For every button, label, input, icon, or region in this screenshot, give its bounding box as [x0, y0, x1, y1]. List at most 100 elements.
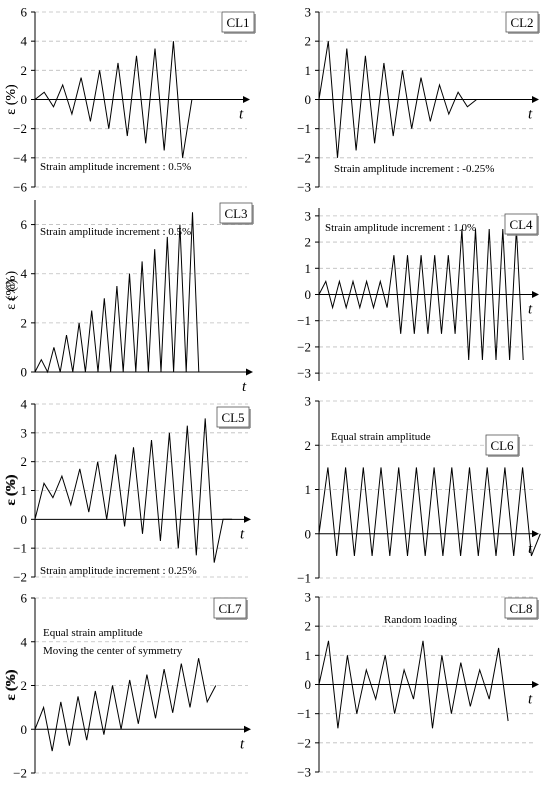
y-axis-label: ε (%) [4, 475, 19, 506]
y-tick-label: −4 [13, 150, 27, 165]
panel-tag-label: CL1 [226, 15, 249, 30]
y-tick-label: 3 [21, 425, 28, 440]
panel-tag-box [219, 202, 253, 224]
y-tick-label: −3 [297, 180, 311, 195]
x-axis-label: t [528, 107, 533, 123]
annotation: Strain amplitude increment : 0.25% [40, 565, 197, 577]
annotation: Random loading [384, 614, 458, 626]
y-tick-label: −6 [13, 180, 27, 195]
annotation: Moving the center of symmetry [43, 645, 183, 657]
y-tick-label: −3 [297, 765, 311, 780]
series-line [34, 212, 206, 374]
y-tick-label: 0 [21, 365, 28, 380]
y-tick-label: 6 [21, 5, 28, 20]
panel-tag-label: CL4 [509, 217, 533, 232]
y-tick-label: 0 [305, 287, 312, 302]
y-tick-label: −2 [297, 735, 311, 750]
y-tick-label: 1 [21, 483, 28, 498]
x-axis-arrow [244, 515, 251, 523]
panel-cl4: −3 −2 −1 0 1 2 3 t ε (%) CL4 Strain amplitude incr… [4, 208, 539, 381]
panel-tag-box [221, 11, 255, 33]
x-axis-arrow [532, 681, 539, 688]
y-tick-label: 0 [21, 512, 28, 527]
annotation: Strain amplitude increment : 0.5% [40, 226, 191, 238]
annotation: Strain amplitude increment : 0.5% [40, 161, 191, 173]
y-tick-label: 4 [21, 397, 28, 412]
panel-tag-box [216, 406, 250, 428]
y-tick-label: 2 [305, 34, 312, 49]
panel-tag-label: CL3 [224, 206, 247, 221]
panel-cl5: −2 −1 0 1 2 3 4 t ε (%) CL5 Strain amplitude incre… [4, 397, 251, 585]
panel-tag: CL5 [216, 406, 251, 429]
x-axis-arrow [246, 368, 253, 376]
series-line [34, 41, 220, 158]
x-axis-label: t [528, 692, 533, 708]
panel-tag: CL2 [505, 11, 540, 34]
panel-tag-box [485, 434, 519, 456]
y-tick-label: 3 [305, 590, 312, 605]
panel-tag: CL6 [485, 434, 520, 457]
y-tick-label: 3 [305, 5, 312, 20]
y-axis-label: ε (%) [4, 279, 19, 310]
y-axis-label: ε (%) [4, 670, 19, 701]
panel-tag-label: CL8 [509, 601, 532, 616]
y-axis-label: ε (%) [4, 474, 19, 505]
y-tick-label: −1 [297, 121, 311, 136]
y-tick-label: −1 [297, 706, 311, 721]
y-tick-label: 0 [305, 92, 312, 107]
annotation: Equal strain amplitude [43, 627, 143, 639]
panel-tag-label: CL6 [490, 438, 514, 453]
x-axis-arrow [532, 291, 539, 298]
panel-tag-label: CL5 [221, 410, 244, 425]
panel-tag-box [504, 597, 538, 619]
y-tick-label: 4 [21, 34, 28, 49]
panel-tag: CL3 [219, 202, 254, 225]
y-tick-label: 0 [305, 677, 312, 692]
y-tick-label: 2 [305, 438, 312, 453]
y-tick-label: −3 [297, 366, 311, 381]
y-tick-label: −1 [297, 571, 311, 586]
panel-tag: CL8 [504, 597, 539, 620]
panel-tag: CL1 [221, 11, 256, 34]
y-tick-label: 2 [21, 63, 28, 78]
y-tick-label: 1 [305, 482, 312, 497]
y-axis-label: ε (%) [4, 669, 19, 700]
y-tick-label: 4 [21, 634, 28, 649]
annotation: Strain amplitude increment : -0.25% [334, 163, 494, 175]
panel-cl8: −3 −2 −1 0 1 2 3 t ε (%) CL8 Random loading [4, 590, 539, 780]
series-line [318, 640, 509, 729]
y-tick-label: 2 [21, 678, 28, 693]
x-axis-label: t [240, 736, 245, 752]
annotation: Equal strain amplitude [331, 431, 431, 443]
panel-tag: CL4 [504, 213, 539, 236]
x-axis-label: t [240, 526, 245, 542]
panel-cl7: −2 0 2 4 6 t ε (%) CL7 Equal strain amplitude Mov… [4, 591, 251, 781]
series-line [318, 41, 477, 158]
y-tick-label: 0 [305, 526, 312, 541]
y-tick-label: 3 [305, 208, 312, 223]
panel-tag-box [505, 11, 539, 33]
series-line [34, 658, 217, 752]
series-line [34, 418, 233, 563]
panel-cl6: −1 0 1 2 3 t ε (%) CL6 Equal strain amplitude [4, 394, 541, 586]
y-tick-label: 3 [305, 394, 312, 409]
series-line [318, 467, 541, 557]
panel-tag-label: CL7 [218, 601, 242, 616]
panel-cl2: −3 −2 −1 0 1 2 3 t ε (%) CL2 Strain amplitude incr… [4, 5, 540, 195]
panel-tag-box [504, 213, 538, 235]
panel-cl1: −6 −4 −2 0 2 4 6 t ε (%) CL1 Strain amplitude incr… [4, 5, 256, 195]
x-axis-arrow [243, 96, 250, 103]
y-tick-label: 6 [21, 591, 28, 606]
panel-tag-label: CL2 [510, 15, 533, 30]
y-tick-label: 2 [305, 235, 312, 250]
y-tick-label: −2 [297, 339, 311, 354]
y-tick-label: 1 [305, 261, 312, 276]
series-line [318, 228, 524, 361]
y-axis-label: ε (%) [4, 84, 19, 115]
y-tick-label: −2 [13, 121, 27, 136]
y-tick-label: 1 [305, 648, 312, 663]
annotation: Strain amplitude increment : 1.0% [325, 222, 476, 234]
x-axis-arrow [244, 725, 251, 733]
y-tick-label: 0 [21, 722, 28, 737]
